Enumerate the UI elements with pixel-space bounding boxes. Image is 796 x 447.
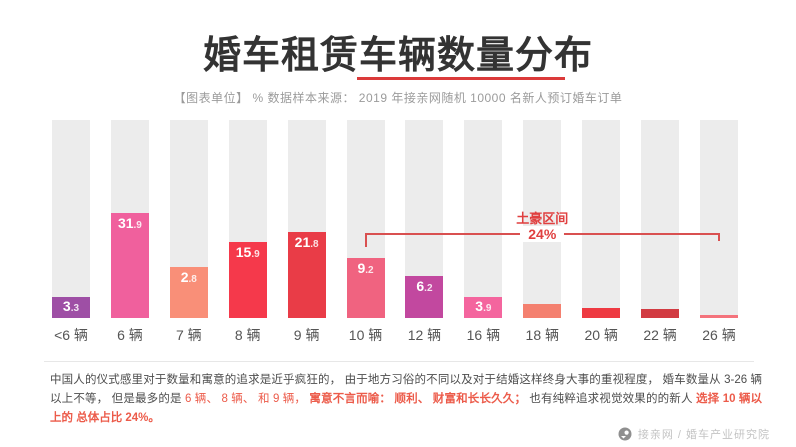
summary-highlight-text: 选择 10 辆以上的 总体占比 24%。 (50, 393, 763, 424)
zone-value-label: 24% (520, 226, 565, 242)
watermark: 接亲网 / 婚车产业研究院 (618, 426, 770, 442)
chart-subtitle: 【图表单位】 % 数据样本来源： 2019 年接亲网随机 10000 名新人预订… (173, 91, 623, 105)
bar-value-label: 3.9 (475, 298, 492, 315)
summary-paragraph: 中国人的仪式感里对于数量和寓意的追求是近乎疯狂的， 由于地方习俗的不同以及对于结… (50, 371, 762, 428)
bar-column: 31.9 6 辆 (110, 120, 149, 343)
bar-fill: 21.8 (287, 232, 326, 318)
watermark-text: 接亲网 / 婚车产业研究院 (637, 429, 770, 441)
bar-track (523, 120, 562, 318)
bar-value-label: 3.3 (62, 298, 80, 315)
bar-fill (582, 308, 621, 318)
zone-bracket-left-tick (364, 233, 367, 247)
bar-fill: 3.9 (464, 297, 503, 318)
bar-category-label: 22 辆 (643, 327, 677, 343)
summary-highlight-text: 寓意不言而喻： 顺利、 财富和长长久久； (309, 393, 526, 405)
bar-fill: 31.9 (110, 213, 149, 318)
bar-category-label: 8 辆 (234, 327, 261, 343)
bar-value-label: 9.2 (357, 260, 374, 277)
zone-bracket-right-tick (718, 233, 720, 241)
bar-track (641, 120, 680, 318)
title-underline (357, 77, 565, 80)
bar-value-label: 2.8 (180, 269, 197, 286)
bar-column: 9.2 10 辆 (346, 120, 385, 343)
bar-track (700, 120, 738, 318)
bar-track (464, 120, 503, 318)
bar-category-label: 20 辆 (584, 327, 618, 343)
bar-category-label: 10 辆 (348, 327, 383, 343)
bar-track (582, 120, 621, 318)
summary-text: 也有纯粹追求视觉效果的的新人 (525, 393, 696, 405)
footer-divider (44, 361, 754, 362)
bar-value-label: 6.2 (416, 278, 433, 295)
bar-category-label: 16 辆 (466, 327, 501, 343)
bar-category-label: 7 辆 (175, 327, 202, 343)
bar-category-label: 26 辆 (702, 327, 736, 343)
bar-column: 21.8 9 辆 (287, 120, 326, 343)
bar-column: 3.3 <6 辆 (52, 120, 90, 343)
bar-column: 2.8 7 辆 (169, 120, 208, 343)
bar-column: 18 辆 (523, 120, 562, 343)
bar-fill: 2.8 (169, 267, 208, 318)
jieqinwang-logo-icon (618, 427, 632, 441)
bar-category-label: 6 辆 (117, 327, 143, 343)
summary-text: 中国人的仪式感里对于数量和寓意的追求是近乎疯狂的， 由于地方习俗的不同以及对于结… (50, 374, 762, 405)
bar-track (52, 120, 90, 318)
zone-label: 土豪区间 (516, 211, 569, 226)
bar-category-label: 18 辆 (525, 327, 559, 343)
bar-value-label: 21.8 (294, 234, 319, 251)
bar-column: 3.9 16 辆 (464, 120, 503, 343)
bar-fill (641, 309, 680, 318)
bar-category-label: 12 辆 (407, 327, 442, 343)
bar-fill: 15.9 (228, 242, 267, 318)
bar-chart: 3.3 <6 辆 31.9 6 辆 2.8 7 辆 15.9 8 辆 21.8 9 辆 9.2 10 … (52, 120, 738, 345)
bar-column: 22 辆 (641, 120, 680, 343)
bar-value-label: 31.9 (117, 215, 142, 232)
bar-fill (700, 315, 738, 318)
page-title: 婚车租赁车辆数量分布 (202, 35, 593, 77)
bar-value-label: 15.9 (235, 244, 260, 261)
summary-highlight-text: 6 辆、 8 辆、 和 9 辆， (185, 393, 310, 405)
bar-fill: 6.2 (405, 276, 444, 318)
bar-category-label: 9 辆 (293, 327, 320, 343)
bar-column: 26 辆 (700, 120, 738, 343)
bar-fill: 3.3 (52, 297, 90, 318)
bar-column: 6.2 12 辆 (405, 120, 444, 343)
bar-fill (523, 304, 562, 318)
bar-fill: 9.2 (346, 258, 385, 318)
bar-column: 15.9 8 辆 (228, 120, 267, 343)
bar-column: 20 辆 (582, 120, 621, 343)
bar-category-label: <6 辆 (54, 327, 88, 343)
